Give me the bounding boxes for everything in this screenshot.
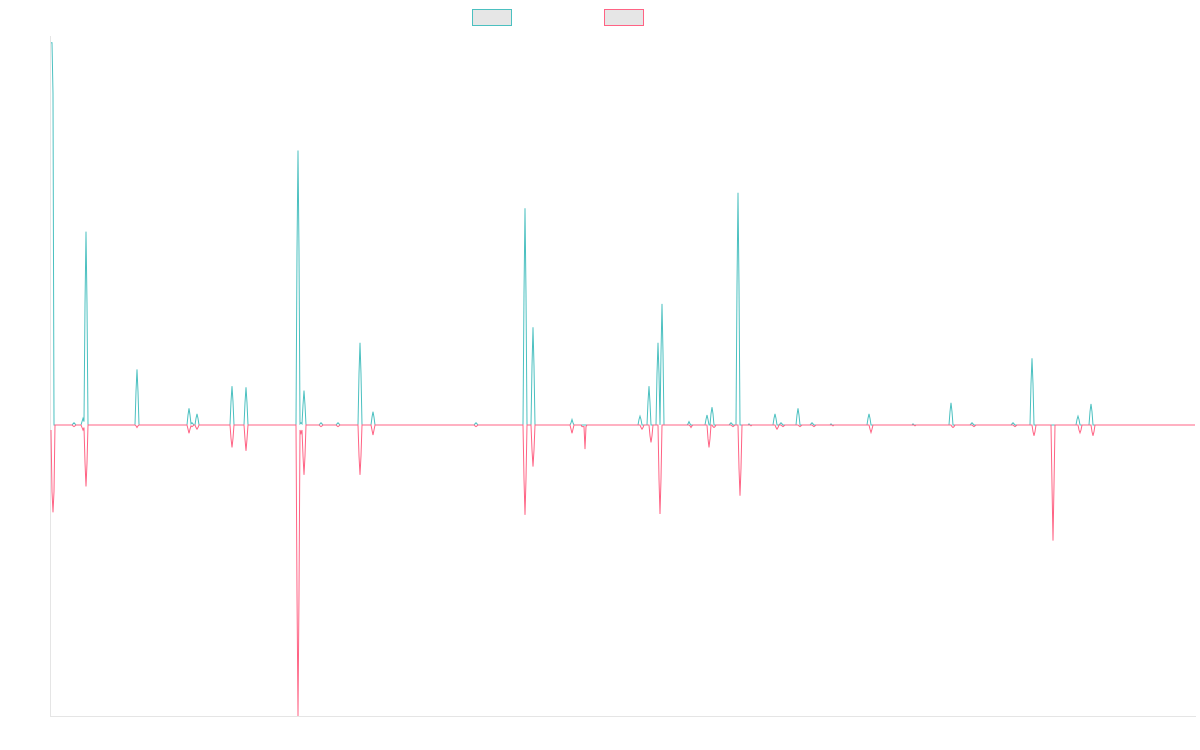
series-line-1 <box>51 42 1195 426</box>
y-axis-line <box>50 36 51 717</box>
series-line-2 <box>50 424 1195 716</box>
legend-swatch-series-2[interactable] <box>604 9 644 26</box>
x-axis-line <box>50 716 1196 717</box>
legend-swatch-series-1[interactable] <box>472 9 512 26</box>
